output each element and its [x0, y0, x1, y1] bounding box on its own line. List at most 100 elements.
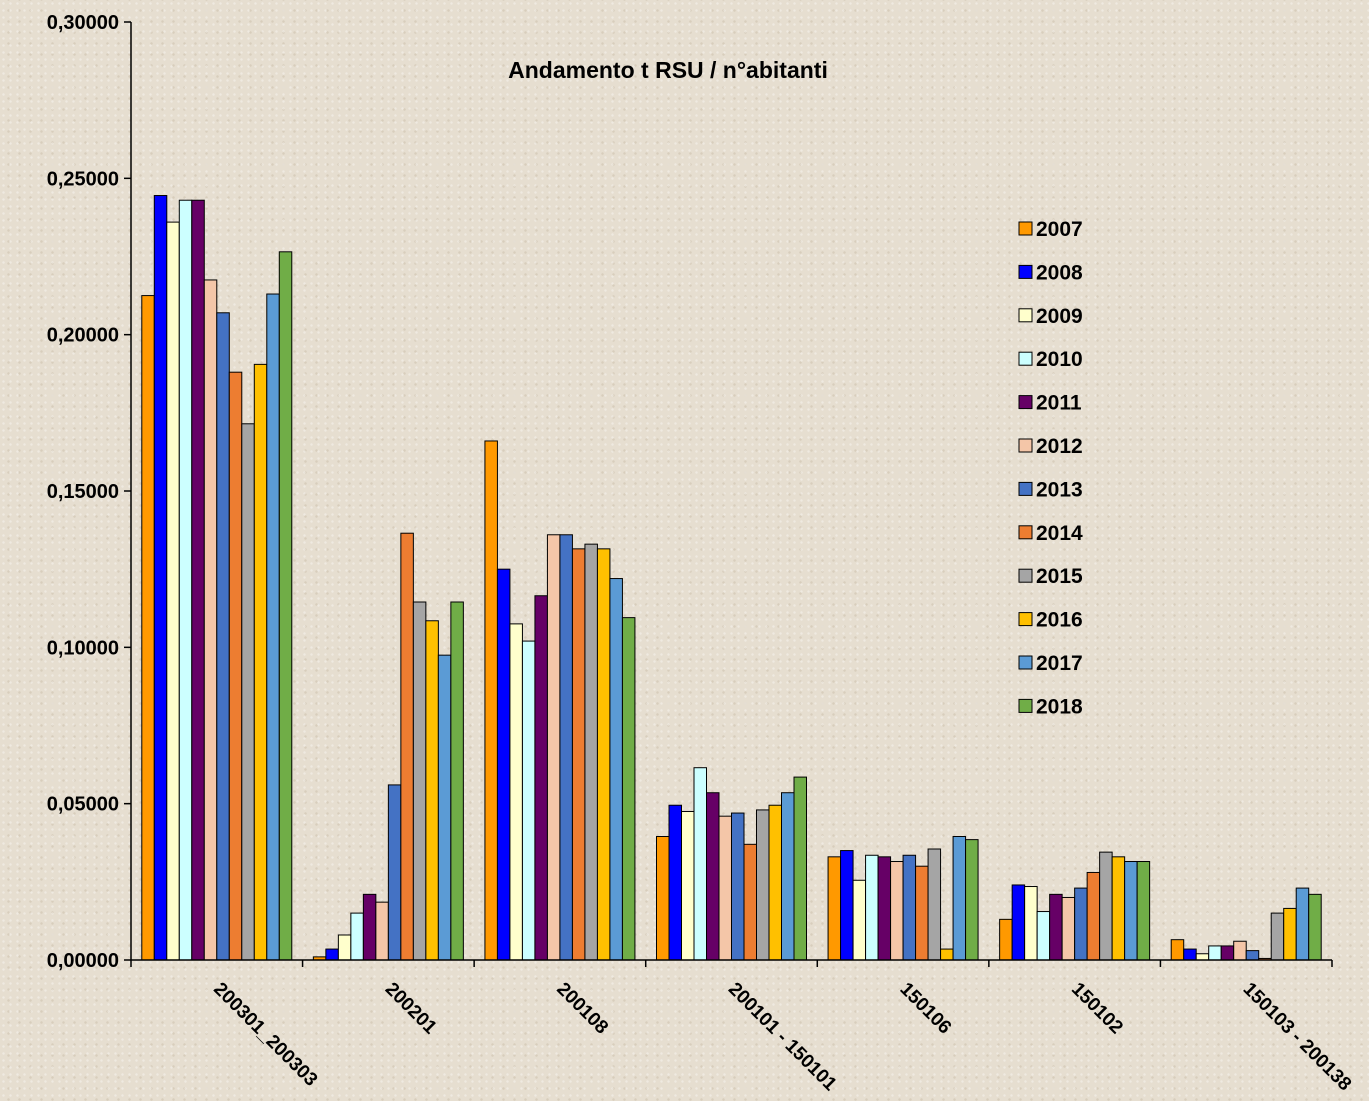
- bar-2016-1: [425, 620, 439, 961]
- bar-2017-4: [952, 836, 967, 961]
- bar-2015-1: [412, 601, 427, 961]
- bar-2017-2: [609, 578, 623, 961]
- bar-2009-6: [1195, 953, 1210, 961]
- x-tick-label: 150103 - 200138: [1239, 979, 1355, 1095]
- bar-2014-5: [1086, 871, 1101, 961]
- bar-2008-2: [496, 568, 511, 961]
- x-tick-label: 200201: [381, 979, 441, 1039]
- bar-2008-3: [668, 804, 682, 961]
- x-tick-label: 150102: [1067, 979, 1127, 1039]
- bar-2016-5: [1111, 856, 1126, 961]
- bar-2015-2: [584, 543, 598, 961]
- bar-2012-2: [546, 534, 561, 961]
- legend-swatch: [1018, 308, 1033, 323]
- legend-label: 2008: [1036, 261, 1083, 284]
- bar-2017-1: [437, 654, 452, 961]
- legend-swatch: [1018, 525, 1033, 540]
- legend: 2007 2008 2009 2010 2011 2012 2013 2014 2015 2016…: [1018, 218, 1083, 718]
- bar-2013-2: [559, 534, 573, 961]
- bar-2012-1: [375, 901, 389, 961]
- bar-2007-5: [999, 918, 1013, 961]
- bar-2018-0: [278, 251, 293, 961]
- legend-label: 2014: [1036, 522, 1083, 545]
- legend-swatch: [1018, 655, 1033, 670]
- bar-2016-3: [768, 804, 782, 961]
- bar-2014-3: [743, 843, 757, 961]
- bar-2010-5: [1036, 911, 1051, 961]
- legend-label: 2015: [1036, 565, 1083, 588]
- bar-2007-4: [827, 856, 842, 961]
- bar-2012-4: [890, 861, 904, 961]
- bar-2011-6: [1220, 945, 1235, 961]
- legend-label: 2007: [1036, 218, 1083, 241]
- bar-2015-3: [756, 809, 770, 961]
- bar-2008-0: [153, 195, 168, 961]
- bar-2016-4: [940, 948, 954, 961]
- bar-2007-3: [656, 836, 670, 961]
- legend-swatch: [1018, 264, 1033, 279]
- bar-2013-5: [1074, 887, 1088, 961]
- legend-swatch: [1018, 351, 1033, 366]
- y-tick-labels: 0,00000 0,05000 0,10000 0,15000 0,20000 0,250…: [47, 12, 119, 972]
- bar-2012-3: [718, 815, 732, 961]
- bar-2014-4: [915, 865, 929, 961]
- bar-2008-5: [1011, 884, 1026, 961]
- bar-2015-5: [1099, 851, 1113, 961]
- bar-2009-5: [1024, 886, 1038, 961]
- bar-2009-4: [852, 879, 867, 961]
- y-tick-label: 0,15000: [47, 481, 119, 503]
- bar-2009-2: [509, 623, 523, 961]
- y-tick-label: 0,25000: [47, 168, 119, 190]
- legend-swatch: [1018, 481, 1033, 496]
- bar-2009-3: [681, 810, 695, 961]
- bar-2016-6: [1283, 907, 1297, 961]
- bar-2016-0: [253, 363, 268, 961]
- bar-2007-6: [1170, 939, 1185, 961]
- bar-2010-2: [521, 640, 536, 961]
- bar-2010-6: [1208, 945, 1222, 961]
- bar-2018-2: [621, 617, 636, 961]
- x-tick-labels: 200301_200303 200201 200108 200101 - 150101…: [209, 979, 1355, 1096]
- bar-2013-3: [731, 812, 745, 961]
- bar-2018-3: [793, 776, 807, 961]
- bar-2014-1: [400, 532, 414, 961]
- legend-label: 2017: [1036, 652, 1083, 675]
- y-tick-label: 0,20000: [47, 325, 119, 347]
- bar-2012-5: [1061, 896, 1076, 961]
- chart-title: Andamento t RSU / n°abitanti: [508, 57, 828, 83]
- bar-2012-0: [203, 279, 218, 961]
- y-tick-label: 0,00000: [47, 950, 119, 972]
- bar-2010-3: [693, 767, 707, 961]
- legend-label: 2016: [1036, 609, 1083, 632]
- legend-swatch: [1018, 568, 1033, 583]
- bar-2013-4: [902, 854, 917, 961]
- bar-2017-0: [266, 293, 280, 961]
- bar-2013-6: [1245, 950, 1260, 961]
- bar-2008-1: [325, 948, 339, 961]
- legend-swatch: [1018, 698, 1033, 713]
- bar-2013-1: [387, 784, 402, 961]
- legend-swatch: [1018, 612, 1033, 627]
- bar-2011-1: [362, 893, 377, 961]
- bar-2011-0: [191, 199, 205, 961]
- bar-2007-2: [484, 440, 498, 961]
- bar-2012-6: [1233, 940, 1247, 961]
- bar-2007-0: [141, 295, 155, 961]
- bar-2017-3: [781, 792, 795, 961]
- bar-2017-5: [1124, 861, 1138, 961]
- x-tick-label: 200108: [552, 979, 612, 1039]
- bar-2018-4: [965, 839, 979, 961]
- legend-label: 2009: [1036, 305, 1083, 328]
- x-tick-label: 200101 - 150101: [724, 979, 841, 1096]
- axes-group: [124, 21, 1333, 967]
- legend-label: 2013: [1036, 478, 1083, 501]
- bar-2010-4: [865, 854, 879, 961]
- y-tick-label: 0,10000: [47, 637, 119, 659]
- bar-2016-2: [596, 548, 611, 961]
- bar-2011-3: [706, 792, 720, 961]
- bar-2015-4: [927, 848, 942, 961]
- bar-2014-0: [228, 371, 243, 961]
- bar-2011-5: [1049, 893, 1063, 961]
- bar-2014-2: [571, 548, 586, 961]
